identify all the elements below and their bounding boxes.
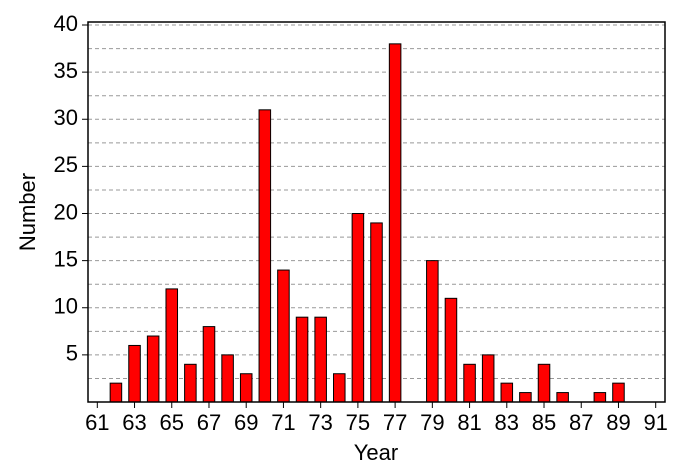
bar: [314, 316, 327, 403]
x-axis-label: Year: [354, 440, 398, 465]
bar: [388, 43, 402, 403]
bar: [202, 326, 216, 403]
x-tick-label: 69: [234, 410, 258, 435]
y-tick-label: 40: [54, 11, 78, 36]
x-tick-label: 71: [271, 410, 295, 435]
bar: [295, 316, 309, 403]
y-tick-label: 20: [54, 199, 78, 224]
bar: [146, 335, 160, 403]
bar: [481, 354, 495, 403]
bar: [221, 354, 234, 403]
bar: [426, 260, 439, 403]
bar: [500, 382, 514, 403]
y-tick-label: 5: [66, 341, 78, 366]
bar: [109, 382, 123, 403]
x-tick-label: 65: [160, 410, 184, 435]
bar: [333, 373, 346, 403]
x-tick-label: 85: [532, 410, 556, 435]
y-tick-label: 35: [54, 58, 78, 83]
plot-frame: [87, 21, 666, 403]
bar: [444, 297, 458, 403]
x-tick-label: 83: [495, 410, 519, 435]
bar: [165, 288, 179, 403]
x-tick-label: 73: [308, 410, 332, 435]
x-tick-label: 91: [643, 410, 667, 435]
x-tick-label: 61: [85, 410, 109, 435]
bar: [128, 344, 141, 403]
x-tick-label: 63: [122, 410, 146, 435]
y-tick-label: 15: [54, 246, 78, 271]
bar: [184, 363, 197, 403]
bar: [556, 392, 569, 403]
bar: [463, 363, 476, 403]
x-tick-label: 87: [569, 410, 593, 435]
x-tick-label: 89: [606, 410, 630, 435]
bar: [537, 363, 551, 403]
x-tick-label: 77: [383, 410, 407, 435]
x-tick-label: 75: [346, 410, 370, 435]
x-tick-label: 79: [420, 410, 444, 435]
bar: [519, 392, 532, 403]
bar: [593, 392, 607, 403]
y-axis-label: Number: [15, 173, 40, 251]
bar: [612, 382, 625, 403]
x-tick-label: 67: [197, 410, 221, 435]
bar: [277, 269, 290, 403]
bar: [370, 222, 383, 403]
y-tick-label: 30: [54, 105, 78, 130]
x-tick-label: 81: [457, 410, 481, 435]
y-tick-label: 25: [54, 152, 78, 177]
bar: [258, 109, 272, 403]
bar: [239, 373, 253, 403]
y-tick-label: 10: [54, 294, 78, 319]
bar: [351, 213, 365, 403]
